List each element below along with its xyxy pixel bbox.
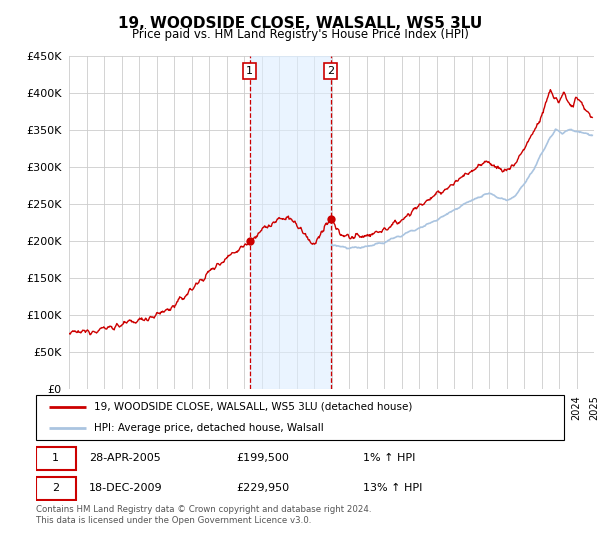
Text: 2: 2 (327, 66, 334, 76)
Text: HPI: Average price, detached house, Walsall: HPI: Average price, detached house, Wals… (94, 422, 324, 432)
Text: £199,500: £199,500 (236, 453, 290, 463)
Text: 2: 2 (52, 483, 59, 493)
Text: 19, WOODSIDE CLOSE, WALSALL, WS5 3LU: 19, WOODSIDE CLOSE, WALSALL, WS5 3LU (118, 16, 482, 31)
Text: 1% ↑ HPI: 1% ↑ HPI (364, 453, 416, 463)
Text: 1: 1 (52, 453, 59, 463)
Text: 19, WOODSIDE CLOSE, WALSALL, WS5 3LU (detached house): 19, WOODSIDE CLOSE, WALSALL, WS5 3LU (de… (94, 402, 412, 412)
Text: 18-DEC-2009: 18-DEC-2009 (89, 483, 163, 493)
Text: £229,950: £229,950 (236, 483, 290, 493)
Text: 28-APR-2005: 28-APR-2005 (89, 453, 161, 463)
Text: Price paid vs. HM Land Registry's House Price Index (HPI): Price paid vs. HM Land Registry's House … (131, 28, 469, 41)
Text: Contains HM Land Registry data © Crown copyright and database right 2024.
This d: Contains HM Land Registry data © Crown c… (36, 505, 371, 525)
FancyBboxPatch shape (36, 477, 76, 500)
Bar (250, 56, 331, 389)
Text: 1: 1 (246, 66, 253, 76)
Text: 13% ↑ HPI: 13% ↑ HPI (364, 483, 423, 493)
FancyBboxPatch shape (36, 446, 76, 470)
